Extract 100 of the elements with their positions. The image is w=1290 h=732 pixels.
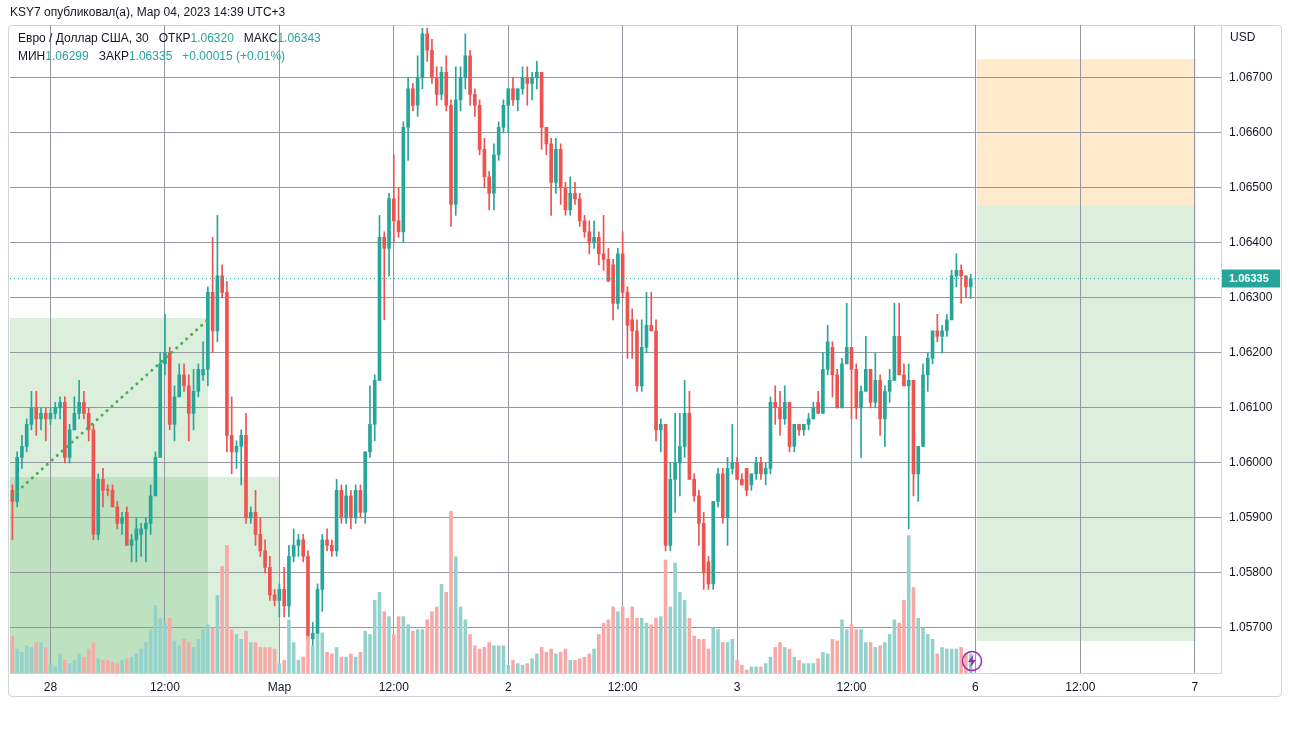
bar <box>125 658 129 673</box>
x-tick-label: 12:00 <box>836 679 867 694</box>
bar <box>349 653 353 673</box>
y-tick-label: 1.06200 <box>1229 345 1273 360</box>
bar <box>248 642 253 673</box>
y-tick-label: 1.06100 <box>1229 400 1273 415</box>
bar <box>244 630 248 673</box>
bar <box>387 616 391 673</box>
bar <box>639 617 644 673</box>
y-tick-label: 1.06700 <box>1229 70 1273 85</box>
y-tick-label: 1.05800 <box>1229 565 1273 580</box>
x-tick-label: 28 <box>43 679 58 694</box>
y-tick-label: 1.06600 <box>1229 125 1273 140</box>
x-tick-label: 2 <box>504 679 512 694</box>
bar <box>282 660 286 673</box>
bar <box>43 647 48 673</box>
candlestick <box>139 523 143 557</box>
bar <box>287 619 291 673</box>
y-tick-label: 1.06300 <box>1229 290 1273 305</box>
ref-line-label: 1.06335 <box>1229 272 1269 285</box>
bar <box>711 627 716 673</box>
bar <box>616 611 620 673</box>
bar <box>821 651 825 673</box>
bar <box>39 642 43 673</box>
candlestick <box>382 231 387 321</box>
y-tick-label: 1.06400 <box>1229 235 1273 250</box>
bar <box>320 632 325 673</box>
candlestick <box>678 413 682 497</box>
x-tick-label: 12:00 <box>1065 679 1096 694</box>
bar <box>587 653 592 673</box>
bar <box>115 663 120 673</box>
y-tick-label: 1.05900 <box>1229 510 1273 525</box>
bar <box>878 645 882 673</box>
bar <box>554 653 558 673</box>
candlestick <box>906 363 911 530</box>
bar <box>802 663 806 673</box>
bar <box>906 535 911 673</box>
candlestick <box>239 429 244 486</box>
candlestick <box>935 314 940 343</box>
candlestick <box>34 391 39 436</box>
candlestick <box>525 66 530 106</box>
candlestick <box>773 385 778 425</box>
bar <box>487 642 491 673</box>
annotation: ОТКР1.06320 <box>158 31 234 46</box>
bar <box>177 645 182 673</box>
bar <box>916 617 921 673</box>
bar <box>611 606 615 673</box>
candlestick <box>43 407 48 442</box>
bar <box>239 638 244 673</box>
y-axis-title: USD <box>1230 30 1256 45</box>
annotation: МАКС1.06343 <box>243 31 321 46</box>
candlestick <box>658 418 663 453</box>
bar <box>120 660 124 673</box>
candlestick <box>163 314 167 376</box>
text: Евро / Доллар США, 30 <box>18 31 149 46</box>
y-tick-label: 1.06000 <box>1229 455 1273 470</box>
bar <box>411 630 415 673</box>
candlestick <box>391 154 396 244</box>
bar <box>77 653 81 673</box>
bar <box>568 660 572 673</box>
bar <box>759 666 763 673</box>
chart-title: KSY7 опубликовал(а), Мар 04, 2023 14:39 UTC+3 <box>10 5 286 19</box>
candlestick <box>940 325 944 354</box>
bar <box>835 640 839 673</box>
bar <box>515 663 520 673</box>
bar <box>720 642 725 673</box>
bar <box>592 648 596 673</box>
bar <box>453 556 458 673</box>
bar <box>96 658 100 673</box>
bar <box>659 616 663 673</box>
bar <box>549 648 553 673</box>
annotation: +0.00015 (+0.01%) <box>182 49 286 63</box>
bar <box>63 660 67 673</box>
x-tick-label: 12:00 <box>149 679 181 694</box>
bar <box>782 647 787 673</box>
x-tick-label: Мар <box>267 679 292 694</box>
x-tick-label: 12:00 <box>607 679 638 694</box>
candlestick <box>592 220 596 249</box>
bar <box>382 611 387 673</box>
bar <box>105 660 110 673</box>
candlestick <box>778 391 782 436</box>
bar <box>167 617 172 673</box>
candlestick <box>959 264 963 304</box>
y-tick-label: 1.06500 <box>1229 180 1273 195</box>
bar <box>344 656 348 673</box>
x-tick-label: 7 <box>1191 679 1199 694</box>
bar <box>816 658 820 673</box>
x-tick-label: 12:00 <box>378 679 410 694</box>
annotation: МИН1.06299 <box>18 49 89 64</box>
bar <box>754 666 758 673</box>
candlestick <box>649 292 654 332</box>
bar <box>492 645 496 673</box>
bar <box>577 658 582 673</box>
x-tick-label: 3 <box>733 679 741 694</box>
bar <box>797 660 801 673</box>
annotation: ЗАКР1.06335 <box>98 49 173 64</box>
bar <box>34 642 39 673</box>
bar <box>58 653 62 673</box>
y-tick-label: 1.05700 <box>1229 620 1273 635</box>
bar <box>511 660 515 673</box>
